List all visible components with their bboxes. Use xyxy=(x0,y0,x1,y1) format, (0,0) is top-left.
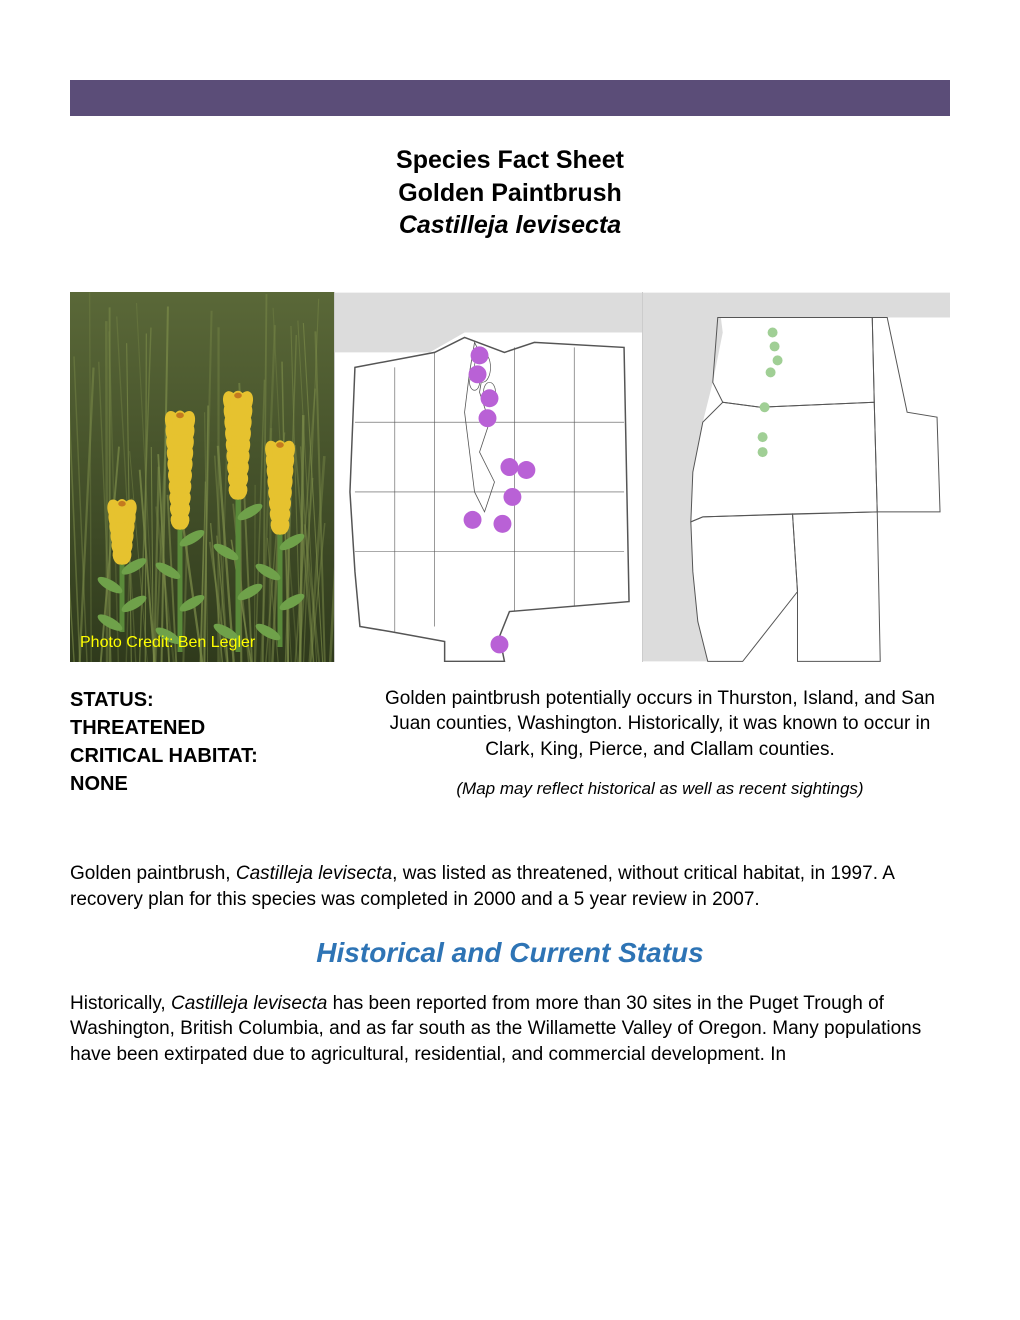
status-block: STATUS: THREATENED CRITICAL HABITAT: NON… xyxy=(70,686,370,802)
intro-sci: Castilleja levisecta xyxy=(236,863,392,884)
status-row: STATUS: THREATENED CRITICAL HABITAT: NON… xyxy=(70,686,950,802)
map2-svg xyxy=(643,292,950,662)
species-photo: Photo Credit: Ben Legler xyxy=(70,292,334,662)
intro-pre: Golden paintbrush, xyxy=(70,863,236,884)
habitat-value: NONE xyxy=(70,770,370,798)
plant-illustration xyxy=(70,292,334,662)
history-paragraph: Historically, Castilleja levisecta has b… xyxy=(70,991,950,1068)
map1-svg xyxy=(335,292,642,662)
occurrence-text: Golden paintbrush potentially occurs in … xyxy=(380,686,940,763)
map-note: (Map may reflect historical as well as r… xyxy=(380,778,940,801)
history-sci: Castilleja levisecta xyxy=(171,993,327,1014)
status-label: STATUS: xyxy=(70,686,370,714)
habitat-label: CRITICAL HABITAT: xyxy=(70,742,370,770)
intro-paragraph: Golden paintbrush, Castilleja levisecta,… xyxy=(70,861,950,912)
title-line1: Species Fact Sheet xyxy=(70,144,950,177)
status-value: THREATENED xyxy=(70,714,370,742)
section-heading: Historical and Current Status xyxy=(70,937,950,969)
title-scientific: Castilleja levisecta xyxy=(70,209,950,242)
occurrence-block: Golden paintbrush potentially occurs in … xyxy=(370,686,950,802)
header-bar xyxy=(70,80,950,116)
photo-credit: Photo Credit: Ben Legler xyxy=(80,634,255,652)
map-washington xyxy=(334,292,642,662)
title-line2: Golden Paintbrush xyxy=(70,177,950,210)
title-block: Species Fact Sheet Golden Paintbrush Cas… xyxy=(70,144,950,242)
history-pre: Historically, xyxy=(70,993,171,1014)
image-row: Photo Credit: Ben Legler xyxy=(70,292,950,662)
map-pacific-nw xyxy=(642,292,950,662)
